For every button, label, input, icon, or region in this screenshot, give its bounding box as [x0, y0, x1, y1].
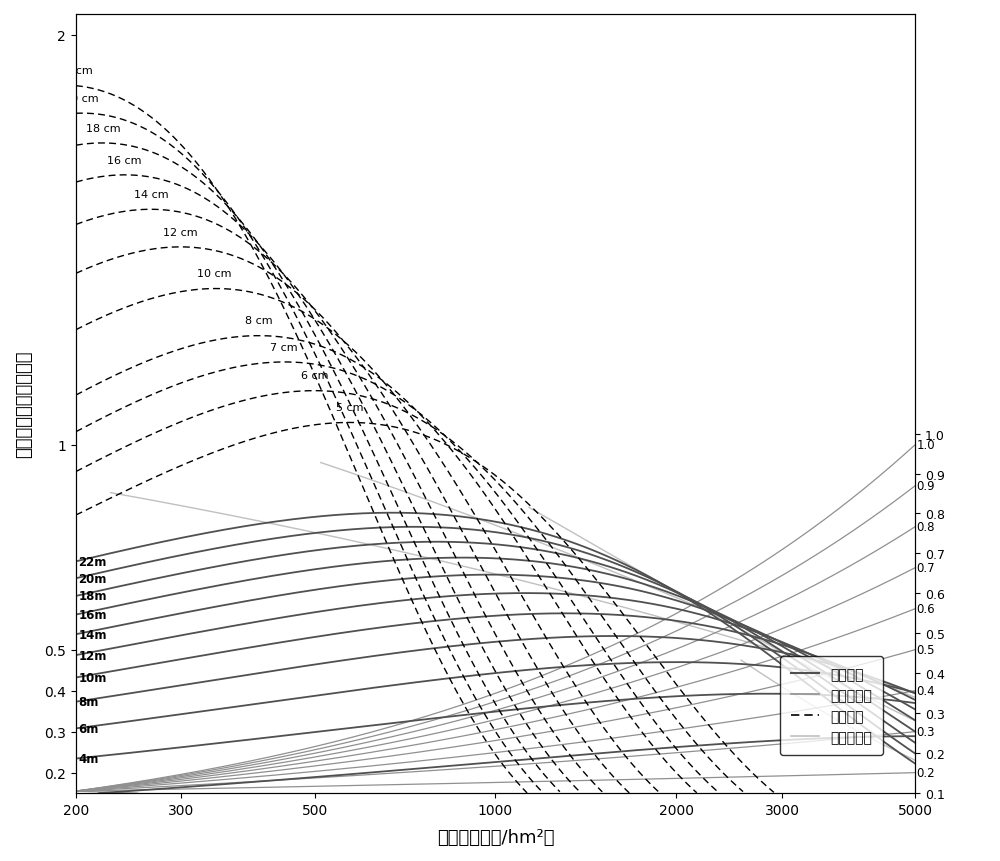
Text: 18m: 18m: [78, 590, 107, 603]
Text: 22m: 22m: [78, 555, 107, 568]
Text: 8m: 8m: [78, 696, 99, 709]
Text: 14m: 14m: [78, 628, 107, 641]
Text: 5 cm: 5 cm: [336, 403, 363, 412]
Text: 8 cm: 8 cm: [245, 316, 273, 326]
Text: 6m: 6m: [78, 722, 99, 735]
Text: 12 cm: 12 cm: [163, 227, 197, 238]
Text: 4m: 4m: [78, 753, 99, 765]
Text: 7 cm: 7 cm: [270, 343, 298, 352]
X-axis label: 林分密度（株/hm²）: 林分密度（株/hm²）: [437, 828, 554, 846]
Text: 0.2: 0.2: [916, 766, 935, 779]
Text: 16 cm: 16 cm: [107, 155, 141, 165]
Text: 0.4: 0.4: [916, 684, 935, 697]
Text: 10m: 10m: [78, 672, 107, 684]
Y-axis label: 水土保持综合功能指数: 水土保持综合功能指数: [15, 350, 33, 458]
Text: 0.9: 0.9: [916, 480, 935, 492]
Text: 0.3: 0.3: [916, 725, 935, 738]
Text: 20m: 20m: [78, 572, 107, 585]
Text: 12m: 12m: [78, 649, 107, 662]
Text: 10 cm: 10 cm: [197, 269, 232, 279]
Legend: 等树高线, 等疏密度线, 等直径线, 自然稀疏线: 等树高线, 等疏密度线, 等直径线, 自然稀疏线: [780, 656, 883, 755]
Text: 16m: 16m: [78, 609, 107, 622]
Text: 6 cm: 6 cm: [301, 371, 329, 381]
Text: 0.8: 0.8: [916, 521, 935, 534]
Text: 22 cm: 22 cm: [58, 66, 93, 77]
Text: 0.6: 0.6: [916, 603, 935, 616]
Text: 20 cm: 20 cm: [64, 94, 99, 104]
Text: 0.7: 0.7: [916, 561, 935, 574]
Text: 1.0: 1.0: [916, 438, 935, 451]
Text: 18 cm: 18 cm: [86, 123, 120, 133]
Text: 14 cm: 14 cm: [134, 189, 168, 200]
Text: 0.5: 0.5: [916, 643, 935, 656]
